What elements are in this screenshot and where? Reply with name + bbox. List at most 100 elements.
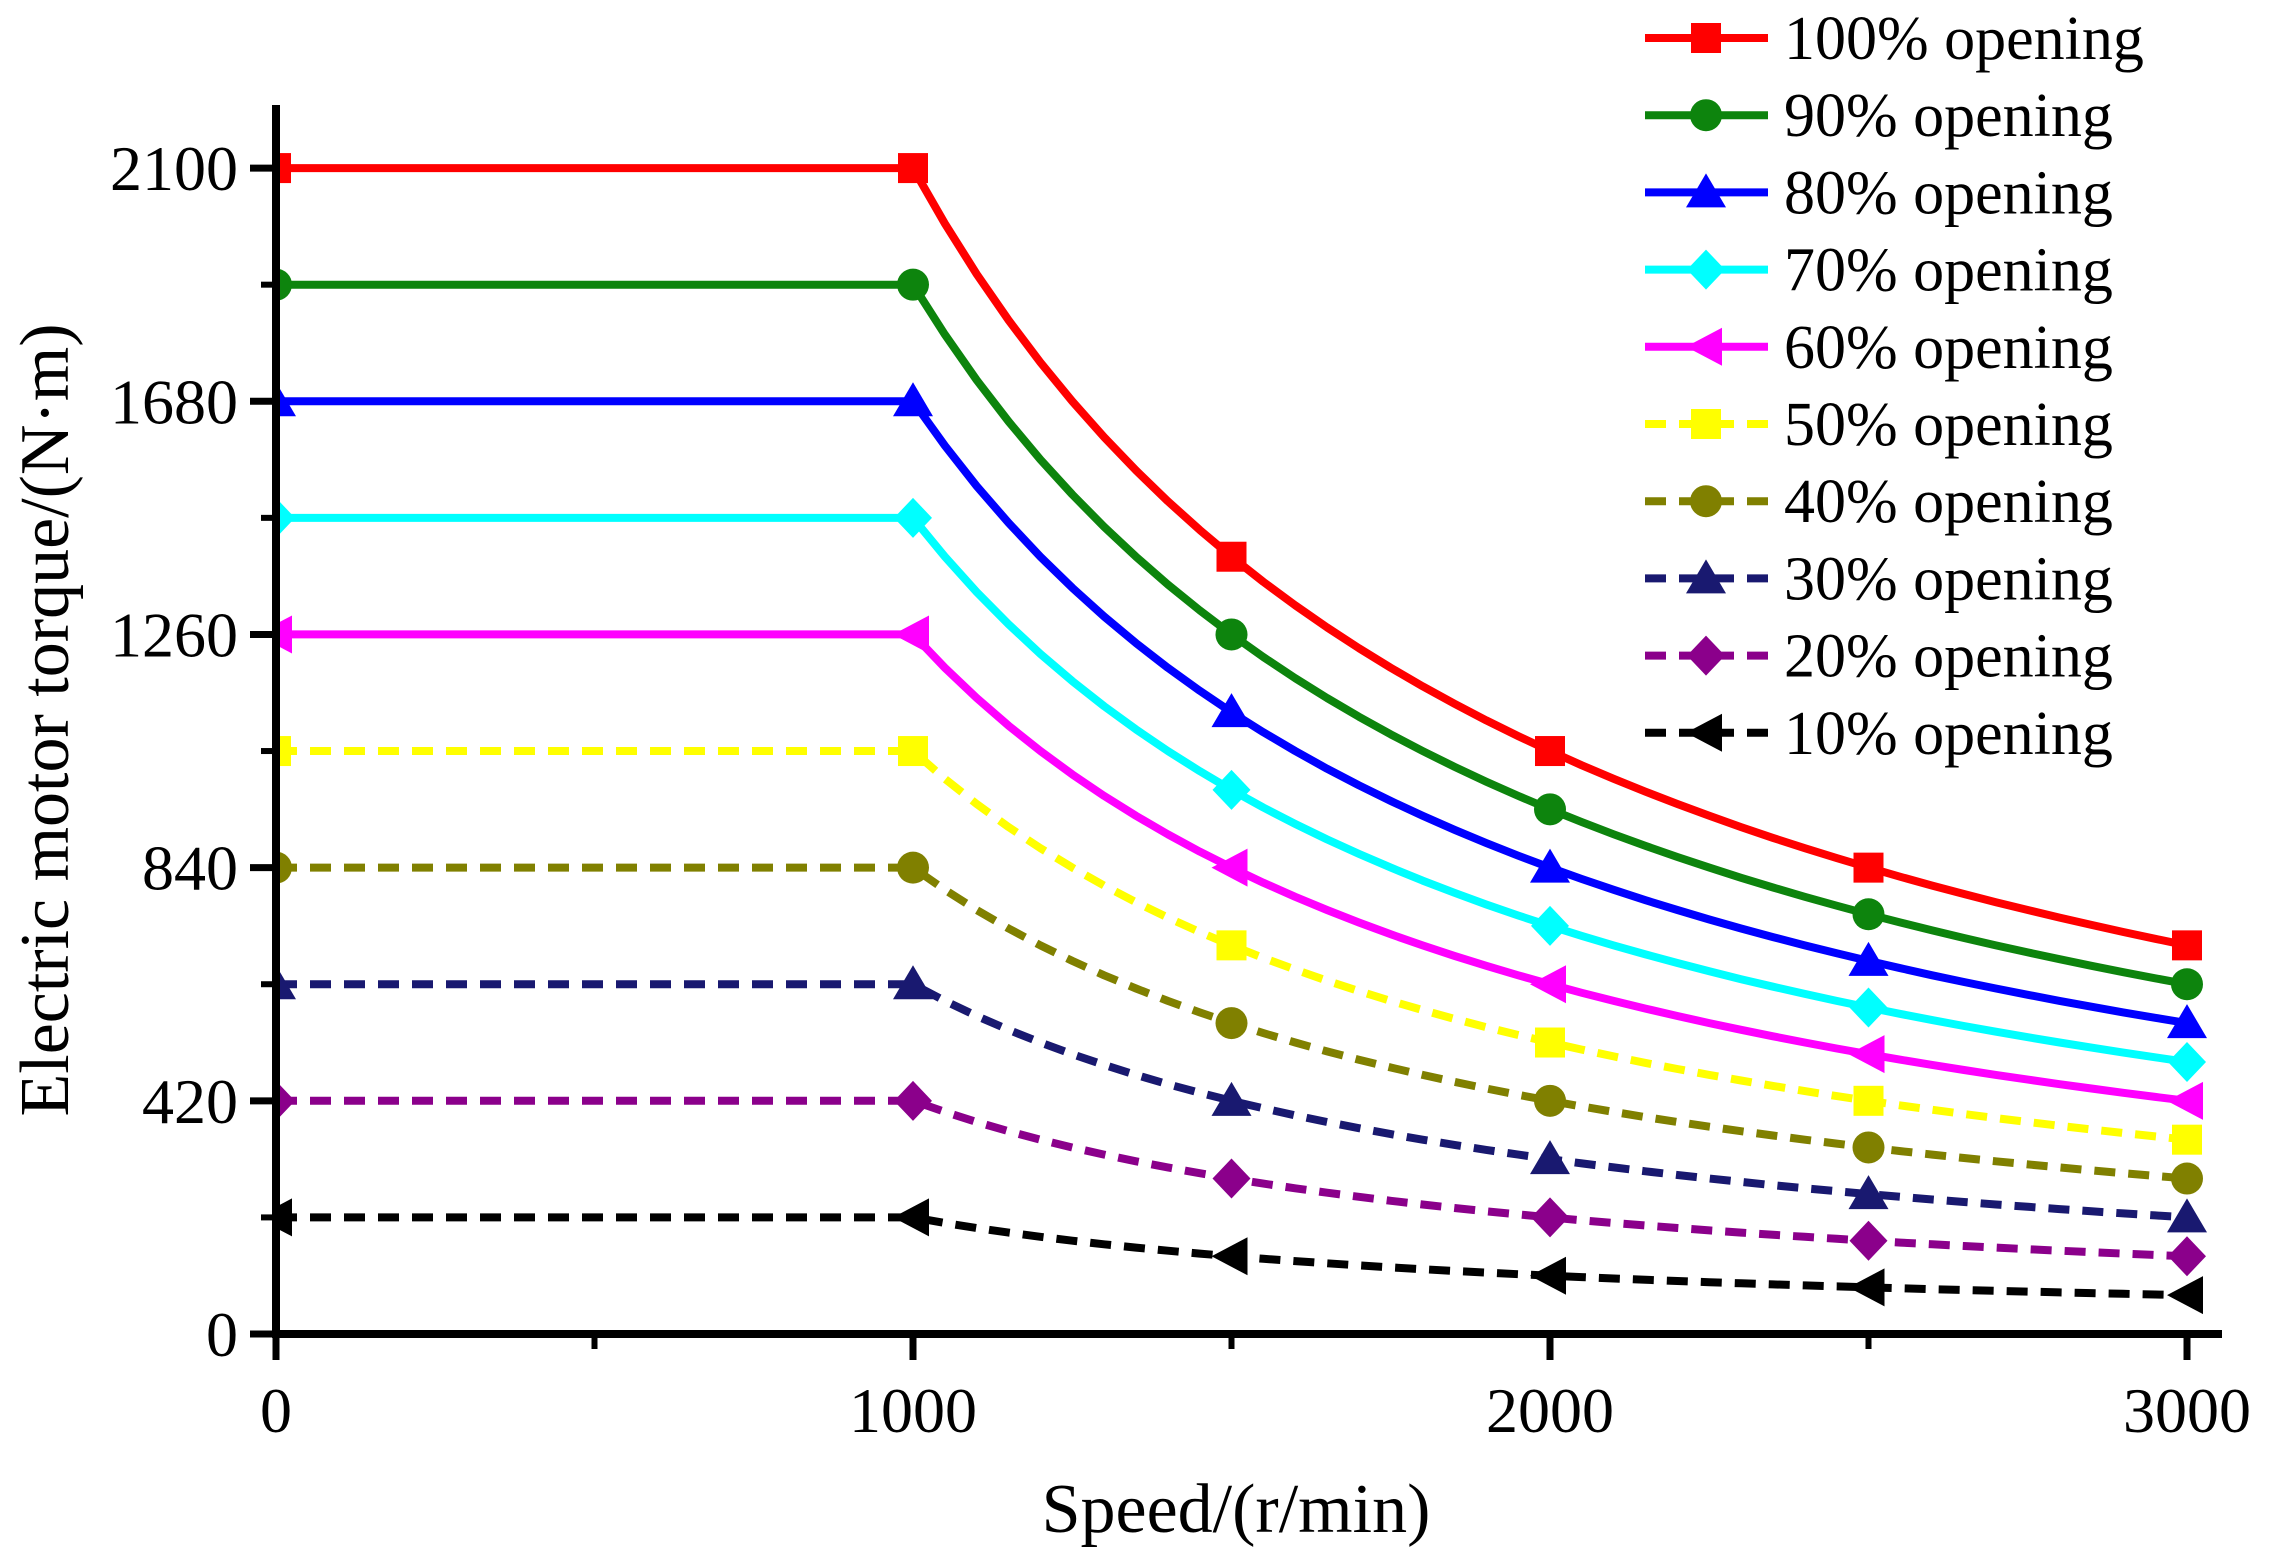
legend-marker-square [1691, 23, 1721, 53]
y-tick-label: 0 [206, 1299, 238, 1370]
series-line-70pct [276, 513, 2188, 1066]
x-tick-label: 0 [260, 1375, 292, 1446]
data-point [1848, 1175, 1889, 1210]
data-point [1211, 848, 1248, 887]
legend-label: 20% opening [1784, 623, 2113, 691]
data-point [1211, 693, 1252, 728]
data-point [2168, 1236, 2206, 1277]
data-point [2171, 968, 2203, 1001]
data-point [1530, 848, 1570, 883]
data-point [893, 615, 929, 654]
series-line-90pct [276, 280, 2188, 989]
data-point [276, 965, 296, 1000]
data-point [1848, 1268, 1885, 1307]
data-point [1216, 541, 1247, 572]
legend-marker-triangle-up [1686, 559, 1726, 594]
series-markers [276, 153, 2207, 1315]
data-point [893, 382, 933, 417]
data-point [1216, 930, 1247, 961]
series-points-50pct [276, 736, 2202, 1155]
data-point [2167, 1198, 2207, 1233]
x-tick-label: 1000 [849, 1375, 977, 1446]
legend-entry-50pct: 50% opening [1645, 391, 2113, 459]
data-point [1531, 1197, 1569, 1238]
data-point [2171, 1162, 2203, 1195]
data-point [1849, 987, 1888, 1028]
series-line-60pct [276, 630, 2188, 1105]
x-tick-label: 3000 [2123, 1375, 2251, 1446]
series-points-70pct [276, 497, 2206, 1082]
data-point [898, 153, 928, 184]
data-point [1530, 965, 1566, 1004]
series-line-100pct [276, 164, 2188, 950]
legend: 100% opening 90% opening 80% opening 70% op… [1645, 5, 2144, 768]
data-point [2167, 1276, 2203, 1315]
data-point [276, 497, 295, 538]
data-point [1852, 898, 1885, 931]
data-point [1215, 1007, 1248, 1040]
data-point [893, 965, 933, 1000]
data-point [894, 1080, 932, 1121]
data-point [898, 736, 928, 767]
legend-entry-10pct: 10% opening [1645, 700, 2113, 768]
x-tick-label: 2000 [1486, 1375, 1614, 1446]
series-line-40pct [276, 863, 2188, 1183]
series-points-40pct [276, 851, 2203, 1195]
legend-marker-diamond [1687, 635, 1725, 676]
legend-entry-40pct: 40% opening [1645, 468, 2113, 536]
y-tick-label: 1260 [110, 599, 238, 670]
data-point [1848, 1035, 1885, 1074]
data-point [1215, 618, 1248, 651]
legend-marker-circle [1690, 485, 1722, 518]
data-point [1212, 769, 1251, 810]
y-tick-label: 2100 [110, 133, 238, 204]
y-tick-label: 1680 [110, 366, 238, 437]
legend-marker-diamond [1687, 249, 1725, 290]
data-point [2167, 1081, 2203, 1120]
legend-entry-70pct: 70% opening [1645, 237, 2113, 305]
legend-label: 90% opening [1784, 82, 2113, 150]
data-point [276, 1080, 295, 1121]
legend-entry-60pct: 60% opening [1645, 314, 2113, 382]
data-point [1531, 905, 1569, 946]
data-point [2168, 1041, 2206, 1082]
data-point [897, 268, 929, 301]
data-point [1211, 1081, 1252, 1116]
series-line-50pct [276, 747, 2188, 1144]
series-points-90pct [276, 268, 2203, 1001]
data-point [1535, 1027, 1565, 1058]
legend-marker-triangle-up [1686, 173, 1726, 208]
data-point [1849, 1220, 1888, 1261]
legend-label: 10% opening [1784, 700, 2113, 768]
legend-entry-90pct: 90% opening [1645, 82, 2113, 150]
legend-marker-triangle-left [1686, 713, 1722, 752]
legend-marker-circle [1690, 99, 1722, 132]
legend-label: 80% opening [1784, 159, 2113, 227]
legend-entry-100pct: 100% opening [1645, 5, 2144, 73]
series-points-100pct [276, 153, 2202, 961]
data-point [893, 1198, 929, 1237]
series-points-30pct [276, 965, 2207, 1233]
data-point [894, 497, 932, 538]
data-point [276, 382, 296, 417]
legend-label: 30% opening [1784, 545, 2113, 613]
data-point [1853, 1085, 1884, 1116]
legend-entry-20pct: 20% opening [1645, 623, 2113, 691]
y-tick-label: 420 [142, 1066, 238, 1137]
series-points-20pct [276, 1080, 2206, 1277]
y-axis-title: Electric motor torque/(N·m) [7, 323, 84, 1116]
data-point [1535, 736, 1565, 767]
legend-marker-triangle-left [1686, 327, 1722, 366]
data-point [2172, 930, 2202, 961]
data-point [1534, 793, 1566, 826]
legend-label: 50% opening [1784, 391, 2113, 459]
legend-marker-square [1691, 409, 1721, 439]
data-point [1848, 941, 1889, 976]
legend-label: 40% opening [1784, 468, 2113, 536]
data-point [2167, 1004, 2207, 1039]
data-point [2172, 1124, 2202, 1155]
data-point [1853, 852, 1884, 883]
ticks: 0 1000 2000 3000 0 420 840 1260 1680 2100 [110, 133, 2251, 1446]
